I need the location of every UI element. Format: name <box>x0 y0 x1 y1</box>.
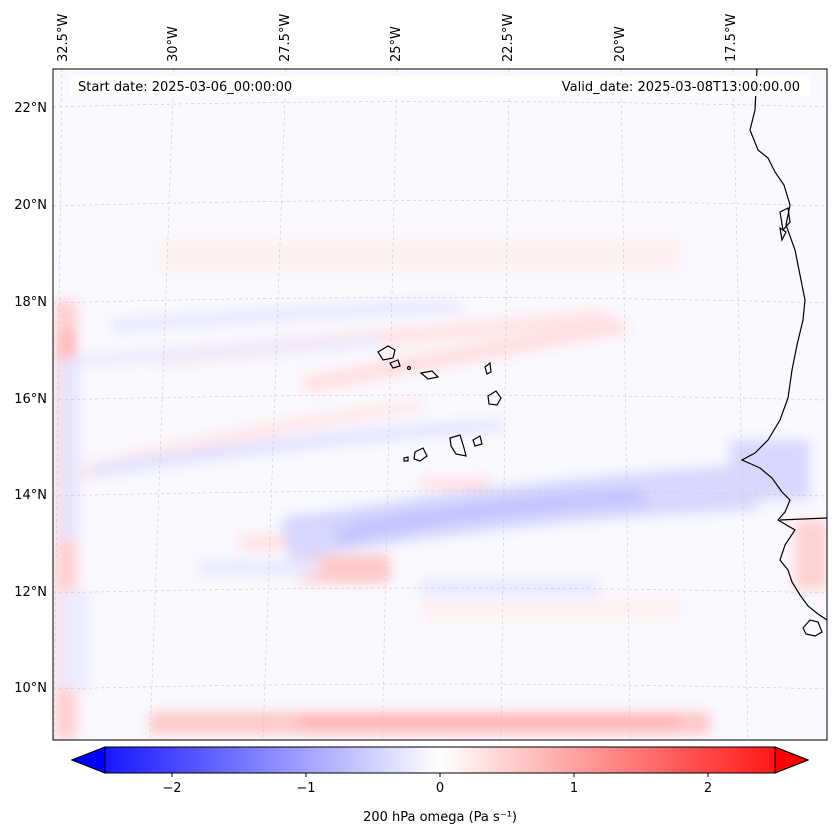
coastline <box>740 69 827 637</box>
colorbar-tick-label: 0 <box>436 781 444 796</box>
start-date-label: Start date: 2025-03-06_00:00:00 <box>78 80 292 95</box>
lon-label: 25°W <box>389 26 404 62</box>
map-panel: Start date: 2025-03-06_00:00:00 Valid_da… <box>52 68 828 741</box>
colorbar-low-extend <box>70 746 106 774</box>
lon-label: 22.5°W <box>501 14 516 62</box>
valid-date-label: Valid_date: 2025-03-08T13:00:00.00 <box>562 80 800 95</box>
colorbar-tick-label: −1 <box>296 781 315 796</box>
lon-label: 30°W <box>166 26 181 62</box>
lat-label: 12°N <box>14 585 47 600</box>
longitude-labels: 32.5°W 30°W 27.5°W 25°W 22.5°W 20°W 17.5… <box>56 14 739 62</box>
colorbar-title: 200 hPa omega (Pa s⁻¹) <box>363 810 517 825</box>
lon-label: 27.5°W <box>278 14 293 62</box>
colorbar-tick-label: −2 <box>162 781 181 796</box>
lon-label: 32.5°W <box>56 14 71 62</box>
lat-label: 22°N <box>14 101 47 116</box>
lat-label: 16°N <box>14 392 47 407</box>
lon-label: 20°W <box>613 26 628 62</box>
lon-label: 17.5°W <box>724 14 739 62</box>
colorbar-high-extend <box>774 746 810 774</box>
colorbar-tick-label: 2 <box>704 781 712 796</box>
lat-label: 20°N <box>14 198 47 213</box>
graticule <box>53 69 827 740</box>
lat-label: 14°N <box>14 488 47 503</box>
cape-verde-islands <box>377 345 502 462</box>
colorbar: −2 −1 0 1 2 200 hPa omega (Pa s⁻¹) <box>70 746 810 825</box>
latitude-labels: 22°N 20°N 18°N 16°N 14°N 12°N 10°N <box>14 101 47 696</box>
colorbar-tick-label: 1 <box>570 781 578 796</box>
omega-field <box>55 240 827 740</box>
lat-label: 10°N <box>14 681 47 696</box>
lat-label: 18°N <box>14 295 47 310</box>
